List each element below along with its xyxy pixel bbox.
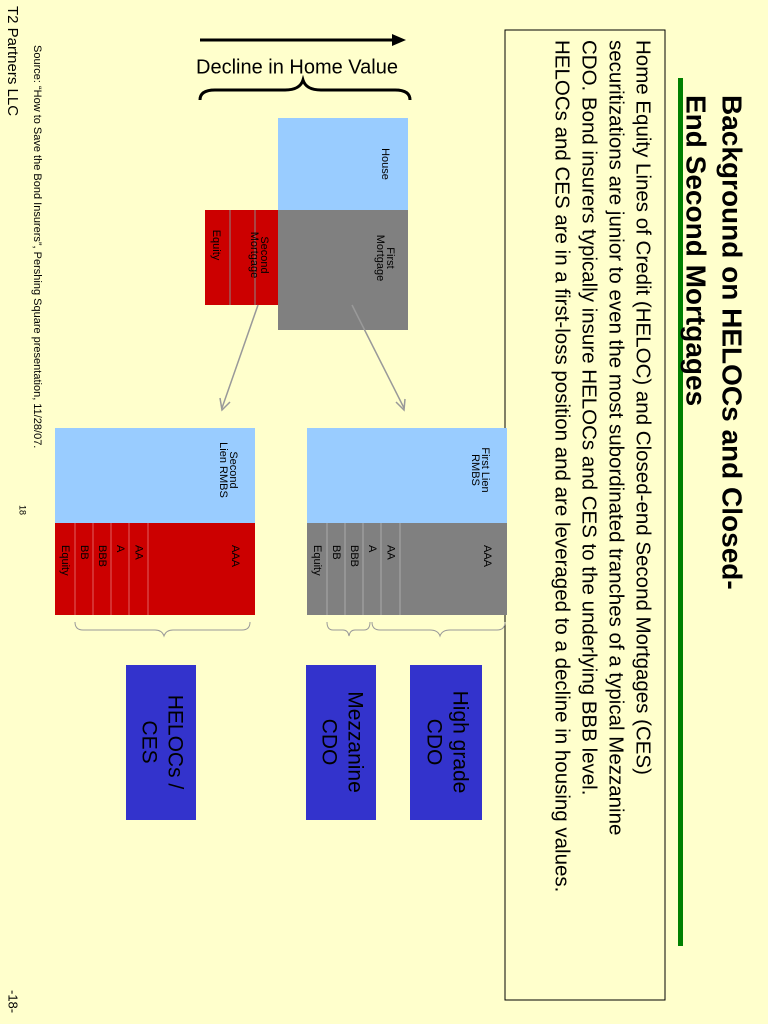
decline-label: Decline in Home Value	[196, 56, 398, 78]
tranche-label: BBB	[96, 545, 108, 567]
second-mortgage-block	[205, 210, 278, 305]
cdo-label: CDO	[317, 719, 340, 766]
cdo-box	[410, 665, 482, 820]
tranche-label: BB	[330, 545, 342, 560]
cdo-label: HELOCs /	[163, 695, 186, 790]
tranche-label: A	[114, 545, 126, 553]
footer-company: T2 Partners LLC	[4, 6, 21, 116]
arrow-head	[392, 34, 406, 46]
block-label: Second	[227, 451, 239, 488]
tranche-label: BB	[78, 545, 90, 560]
house-block	[278, 118, 408, 210]
footer-source: Source: “How to Save the Bond Insurers”,…	[31, 45, 43, 448]
body-text: Home Equity Lines of Credit (HELOC) and …	[632, 40, 655, 775]
body-text: securitizations are junior to even the m…	[605, 40, 628, 835]
tranche-label: A	[366, 545, 378, 553]
cdo-box	[126, 665, 196, 820]
footer-page: -18-	[6, 990, 21, 1013]
block-label: First Lien	[479, 447, 491, 492]
block-label: RMBS	[469, 454, 481, 486]
body-text: HELOCs and CES are in a first-loss posit…	[551, 40, 574, 892]
brace	[371, 621, 506, 638]
cdo-label: CES	[137, 720, 160, 763]
flow-arrow-head	[219, 397, 231, 412]
cdo-box	[306, 665, 376, 820]
block-label: Mortgage	[248, 232, 260, 278]
tranche-label: Equity	[311, 545, 323, 576]
footer-page: 18	[18, 505, 28, 515]
first-lien-tranches	[307, 523, 507, 615]
cdo-label: CDO	[422, 719, 445, 766]
first-lien-block	[307, 428, 507, 523]
cdo-label: High grade	[448, 691, 471, 794]
second-lien-block	[55, 428, 255, 523]
tranche-label: AAA	[481, 545, 493, 568]
first-mortgage-block	[278, 210, 408, 330]
block-label: Lien RMBS	[217, 442, 229, 498]
tranche-label: BBB	[348, 545, 360, 567]
block-label: Mortgage	[374, 235, 386, 281]
second-lien-tranches	[55, 523, 255, 615]
block-label: Second	[258, 236, 270, 273]
block-label: House	[379, 148, 391, 180]
cdo-label: Mezzanine	[343, 691, 366, 793]
tranche-label: AAA	[229, 545, 241, 568]
tranche-label: AA	[133, 545, 145, 560]
flow-arrow-head	[395, 398, 406, 412]
flow-arrow	[221, 304, 259, 409]
block-label: Equity	[210, 230, 222, 261]
block-label: First	[384, 247, 396, 268]
brace	[74, 621, 251, 638]
brace	[326, 621, 371, 637]
title: End Second Mortgages	[681, 95, 712, 406]
title: Background on HELOCs and Closed-	[717, 95, 748, 590]
body-text: CDO. Bond insurers typically insure HELO…	[578, 40, 601, 795]
tranche-label: AA	[385, 545, 397, 560]
title-rule	[678, 78, 683, 946]
brace	[198, 74, 412, 101]
tranche-label: Equity	[59, 545, 71, 576]
flow-arrow	[351, 304, 405, 409]
